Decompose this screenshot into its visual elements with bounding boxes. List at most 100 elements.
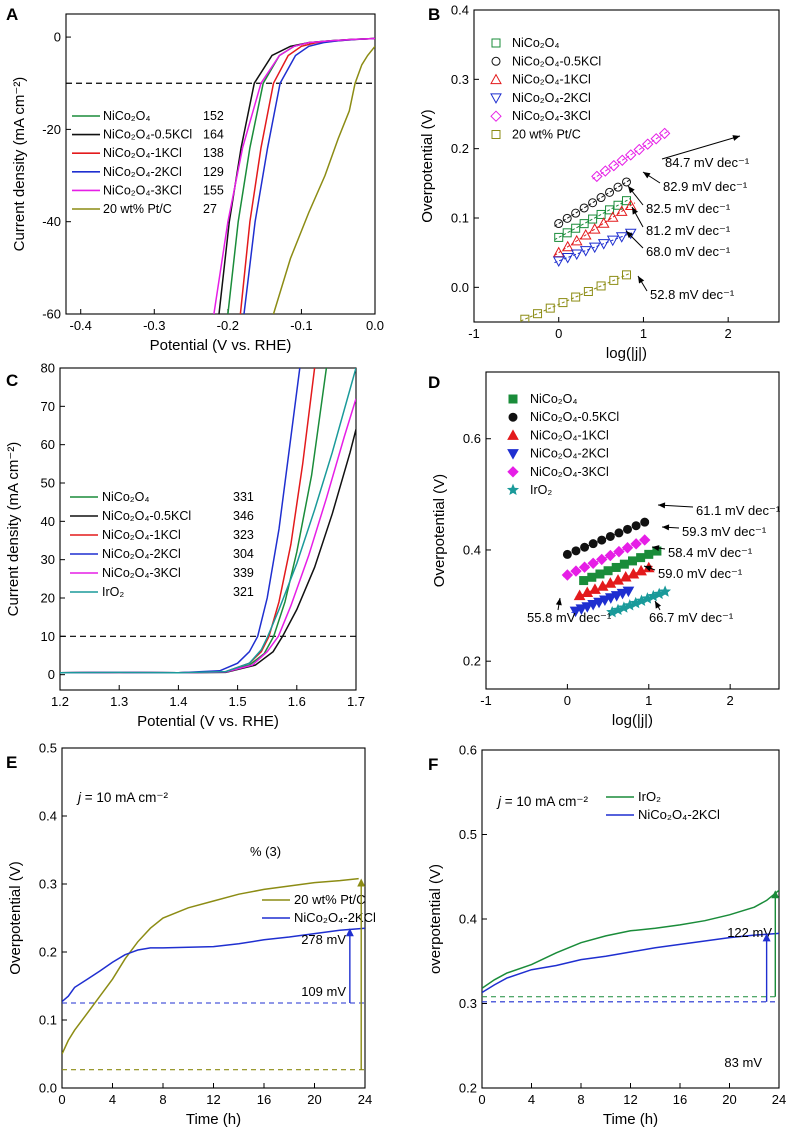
slope-label: 55.8 mV dec⁻¹	[527, 610, 612, 625]
increase-label: 278 mV	[301, 932, 346, 947]
fit-line	[563, 537, 649, 578]
plot-area	[62, 877, 365, 1071]
arrow-head	[662, 524, 670, 531]
slope-label: 82.5 mV dec⁻¹	[646, 201, 731, 216]
y-tick-label: 20	[41, 591, 55, 606]
increase-label: 83 mV	[724, 1055, 762, 1070]
y-tick-label: 0.3	[459, 996, 477, 1011]
legend-label: NiCo₂O₄-0.5KCl	[103, 128, 192, 142]
panel-letter: E	[6, 753, 17, 772]
series-line	[60, 368, 356, 674]
data-point	[490, 110, 502, 122]
panel-F: F 0 4 8 12 16 20 24 0.2 0.3 0.4 0.5 0.6 Time (h) overp…	[427, 743, 786, 1129]
data-point	[571, 223, 581, 233]
y-tick-label: 30	[41, 552, 55, 567]
x-tick-label: -0.2	[217, 318, 239, 333]
data-point	[561, 253, 574, 264]
legend-label: 20 wt% Pt/C	[512, 128, 581, 142]
x-tick-label: 1	[640, 326, 647, 341]
overpotential-value: 323	[233, 528, 254, 542]
data-point	[616, 154, 628, 166]
legend-label: NiCo₂O₄-1KCl	[512, 73, 591, 87]
data-point	[613, 182, 623, 192]
x-tick-label: 2	[725, 326, 732, 341]
data-point	[579, 576, 589, 586]
x-tick-label: -1	[480, 693, 492, 708]
y-tick-label: 40	[41, 514, 55, 529]
increase-label: 122 mV	[727, 925, 772, 940]
x-tick-label: -0.3	[143, 318, 165, 333]
legend: NiCo₂O₄ 331 NiCo₂O₄-0.5KCl 346 NiCo₂O₄-1KCl 3…	[70, 490, 254, 599]
data-point	[591, 170, 603, 183]
legend-label: NiCo₂O₄-0.5KCl	[512, 54, 601, 68]
series-line	[482, 889, 779, 989]
data-point	[579, 203, 589, 213]
panel-B: B -1 0 1 2 0.0 0.1 0.2 0.3 0.4 log(|j|) Overpotenti…	[419, 3, 780, 362]
y-tick-label: 0.2	[451, 141, 469, 156]
legend-label: NiCo₂O₄	[103, 109, 150, 123]
data-point	[587, 572, 597, 582]
data-point	[658, 127, 671, 140]
y-tick-label: 0.4	[459, 912, 477, 927]
arrow-head	[644, 565, 652, 572]
y-tick-label: 60	[41, 437, 55, 452]
series-line	[62, 877, 359, 1055]
data-point	[571, 546, 581, 556]
slope-label: 66.7 mV dec⁻¹	[649, 610, 734, 625]
legend-label: NiCo₂O₄-3KCl	[103, 183, 182, 197]
overpotential-value: 27	[203, 202, 217, 216]
data-point	[596, 193, 606, 203]
data-point	[631, 521, 641, 531]
data-point	[508, 412, 518, 422]
data-point	[633, 143, 645, 156]
overpotential-value: 152	[203, 109, 224, 123]
data-point	[622, 177, 631, 187]
plot-area	[561, 517, 672, 618]
overpotential-value: 155	[203, 183, 224, 197]
legend-label: NiCo₂O₄-1KCl	[103, 146, 182, 160]
legend-label: NiCo₂O₄-1KCl	[530, 428, 609, 442]
arrow-head	[658, 502, 666, 509]
legend: 20 wt% Pt/C NiCo₂O₄-2KCl	[262, 892, 376, 925]
data-point	[545, 303, 555, 313]
data-point	[561, 240, 574, 252]
data-point	[606, 235, 619, 247]
x-axis-label: log(|j|)	[606, 345, 647, 362]
plot-frame	[65, 13, 376, 315]
legend-label: NiCo₂O₄	[102, 490, 149, 504]
slope-label: 68.0 mV dec⁻¹	[646, 244, 731, 259]
x-tick-label: 4	[528, 1092, 535, 1107]
legend: NiCo₂O₄ 152 NiCo₂O₄-0.5KCl 164 NiCo₂O₄-1KCl 1…	[72, 109, 224, 216]
increase-label: 109 mV	[301, 984, 346, 999]
y-tick-label: 0.2	[459, 1081, 477, 1096]
data-point	[644, 549, 654, 559]
plot-frame	[59, 367, 357, 691]
legend-label: NiCo₂O₄-1KCl	[102, 528, 181, 542]
data-point	[619, 559, 629, 569]
data-point	[579, 219, 589, 229]
y-tick-label: 70	[41, 399, 55, 414]
series-line	[482, 932, 779, 994]
x-tick-label: 1.4	[169, 694, 187, 709]
plot-frame	[473, 9, 780, 323]
y-tick-label: 0	[54, 30, 61, 45]
data-point	[596, 281, 606, 291]
data-point	[533, 309, 543, 319]
overpotential-value: 138	[203, 146, 224, 160]
fit-line	[607, 589, 670, 615]
data-point	[597, 217, 610, 228]
fit-line	[554, 178, 631, 227]
plot-frame	[485, 371, 780, 690]
data-point	[491, 56, 501, 66]
series-line	[272, 45, 375, 314]
x-tick-label: 8	[577, 1092, 584, 1107]
legend-label: NiCo₂O₄	[530, 392, 577, 406]
plot-area	[66, 37, 375, 314]
data-point	[623, 524, 633, 534]
legend: IrO₂ NiCo₂O₄-2KCl	[606, 789, 720, 822]
x-tick-label: 2	[727, 693, 734, 708]
fit-line	[554, 231, 636, 264]
condition-label: j = 10 mA cm⁻²	[76, 790, 169, 805]
arrow-head	[638, 276, 645, 284]
data-point	[588, 198, 598, 208]
